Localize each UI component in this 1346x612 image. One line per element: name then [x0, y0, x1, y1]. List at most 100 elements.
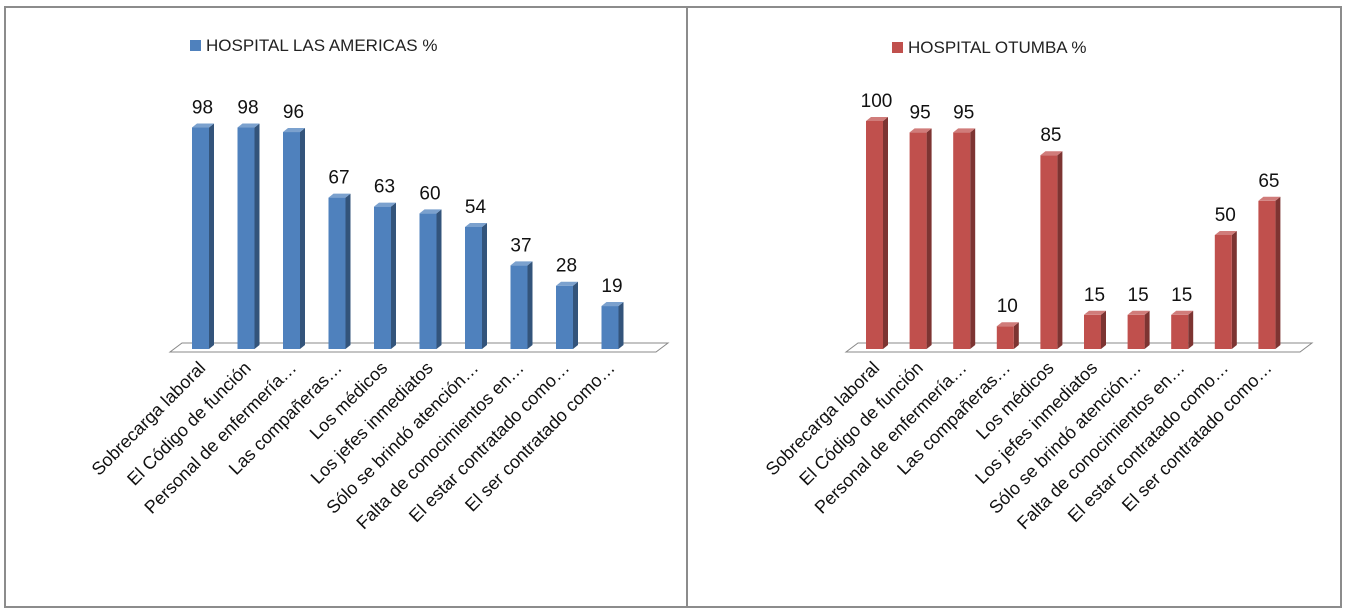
bar-side [1101, 310, 1106, 349]
bar-side [618, 302, 624, 349]
data-label: 63 [374, 177, 395, 198]
bar-top [996, 322, 1019, 327]
bar-front [1171, 314, 1189, 349]
legend-label: HOSPITAL OTUMBA % [908, 38, 1087, 57]
legend-swatch [190, 40, 201, 51]
chart-panel-las-americas: HOSPITAL LAS AMERICAS % 98 Sobrecarga labo… [4, 6, 688, 608]
bar-side [1188, 310, 1194, 349]
data-label: 98 [192, 98, 213, 119]
data-label: 100 [861, 91, 893, 112]
legend: HOSPITAL LAS AMERICAS % [190, 36, 437, 55]
bar-front [866, 121, 883, 349]
bar-front [510, 265, 528, 349]
bar [192, 123, 214, 350]
bar-side [883, 117, 888, 349]
legend-label: HOSPITAL LAS AMERICAS % [206, 36, 437, 55]
bar-top [1084, 310, 1106, 315]
bar-front [601, 306, 619, 349]
bar-side [254, 123, 260, 350]
bar-top [866, 117, 888, 121]
bar-front [237, 127, 255, 350]
data-label: 15 [1171, 285, 1192, 306]
bar-front [328, 197, 346, 349]
bar-side [391, 202, 396, 349]
bar-side [209, 123, 214, 350]
bar-top [283, 128, 305, 133]
bar-front [1214, 235, 1232, 349]
bar [1040, 151, 1063, 349]
bar-front [1084, 314, 1101, 349]
bar-front [996, 326, 1014, 349]
bar-top [510, 261, 533, 266]
bar [419, 209, 442, 349]
bar-top [192, 123, 214, 128]
bar [866, 117, 888, 349]
data-label: 54 [465, 197, 487, 218]
data-label: 85 [1040, 125, 1061, 146]
bar-front [1258, 200, 1276, 349]
bar [510, 261, 533, 349]
bar [996, 322, 1019, 349]
bar-top [328, 193, 351, 198]
bar-front [419, 213, 437, 349]
bar [1214, 231, 1237, 349]
data-label: 60 [419, 183, 440, 204]
bar-side [300, 128, 305, 349]
data-label: 98 [237, 98, 258, 119]
data-label: 95 [953, 102, 974, 123]
legend: HOSPITAL OTUMBA % [892, 38, 1087, 57]
data-label: 96 [283, 102, 304, 123]
bar [328, 193, 351, 349]
bar-side [573, 281, 578, 349]
bar-front [465, 226, 482, 349]
bar [283, 128, 305, 349]
data-label: 37 [510, 235, 531, 256]
bar-side [1013, 322, 1019, 349]
bar-top [419, 209, 442, 214]
legend-swatch [892, 42, 903, 53]
data-label: 15 [1128, 285, 1149, 306]
bar-side [1144, 310, 1150, 349]
bar-side [345, 193, 351, 349]
bar-side [1231, 231, 1237, 349]
bar-top [1171, 310, 1194, 315]
bar-side [436, 209, 442, 349]
bar-front [192, 127, 209, 350]
bar-front [374, 206, 391, 349]
data-label: 65 [1258, 171, 1279, 192]
bar-side [926, 128, 932, 349]
bar [465, 222, 487, 349]
bar-top [465, 222, 487, 227]
bar-top [1214, 231, 1237, 235]
bar [1171, 310, 1194, 349]
bar-top [1258, 196, 1281, 201]
bar-side [970, 128, 976, 349]
bar-top [556, 281, 578, 286]
bar [909, 128, 932, 349]
bar-front [953, 132, 971, 349]
data-label: 19 [601, 276, 622, 297]
bar-top [909, 128, 932, 133]
chart-panel-otumba: HOSPITAL OTUMBA % 100 Sobrecarga laboral 95… [686, 6, 1342, 608]
bar-side [1057, 151, 1063, 349]
bar-top [237, 123, 260, 128]
bar-front [1040, 155, 1058, 349]
bar [1084, 310, 1106, 349]
bar [601, 302, 624, 349]
bar-front [1127, 314, 1145, 349]
bar-side [1275, 196, 1281, 349]
data-label: 67 [328, 168, 349, 189]
bar-front [556, 285, 573, 349]
bar-side [482, 222, 487, 349]
bar [953, 128, 976, 349]
bar-top [1040, 151, 1063, 156]
data-label: 28 [556, 256, 577, 277]
bar [1127, 310, 1150, 349]
bar-front [283, 132, 300, 349]
bar [556, 281, 578, 349]
bar-top [601, 302, 624, 307]
data-label: 15 [1084, 285, 1105, 306]
data-label: 10 [997, 296, 1018, 317]
